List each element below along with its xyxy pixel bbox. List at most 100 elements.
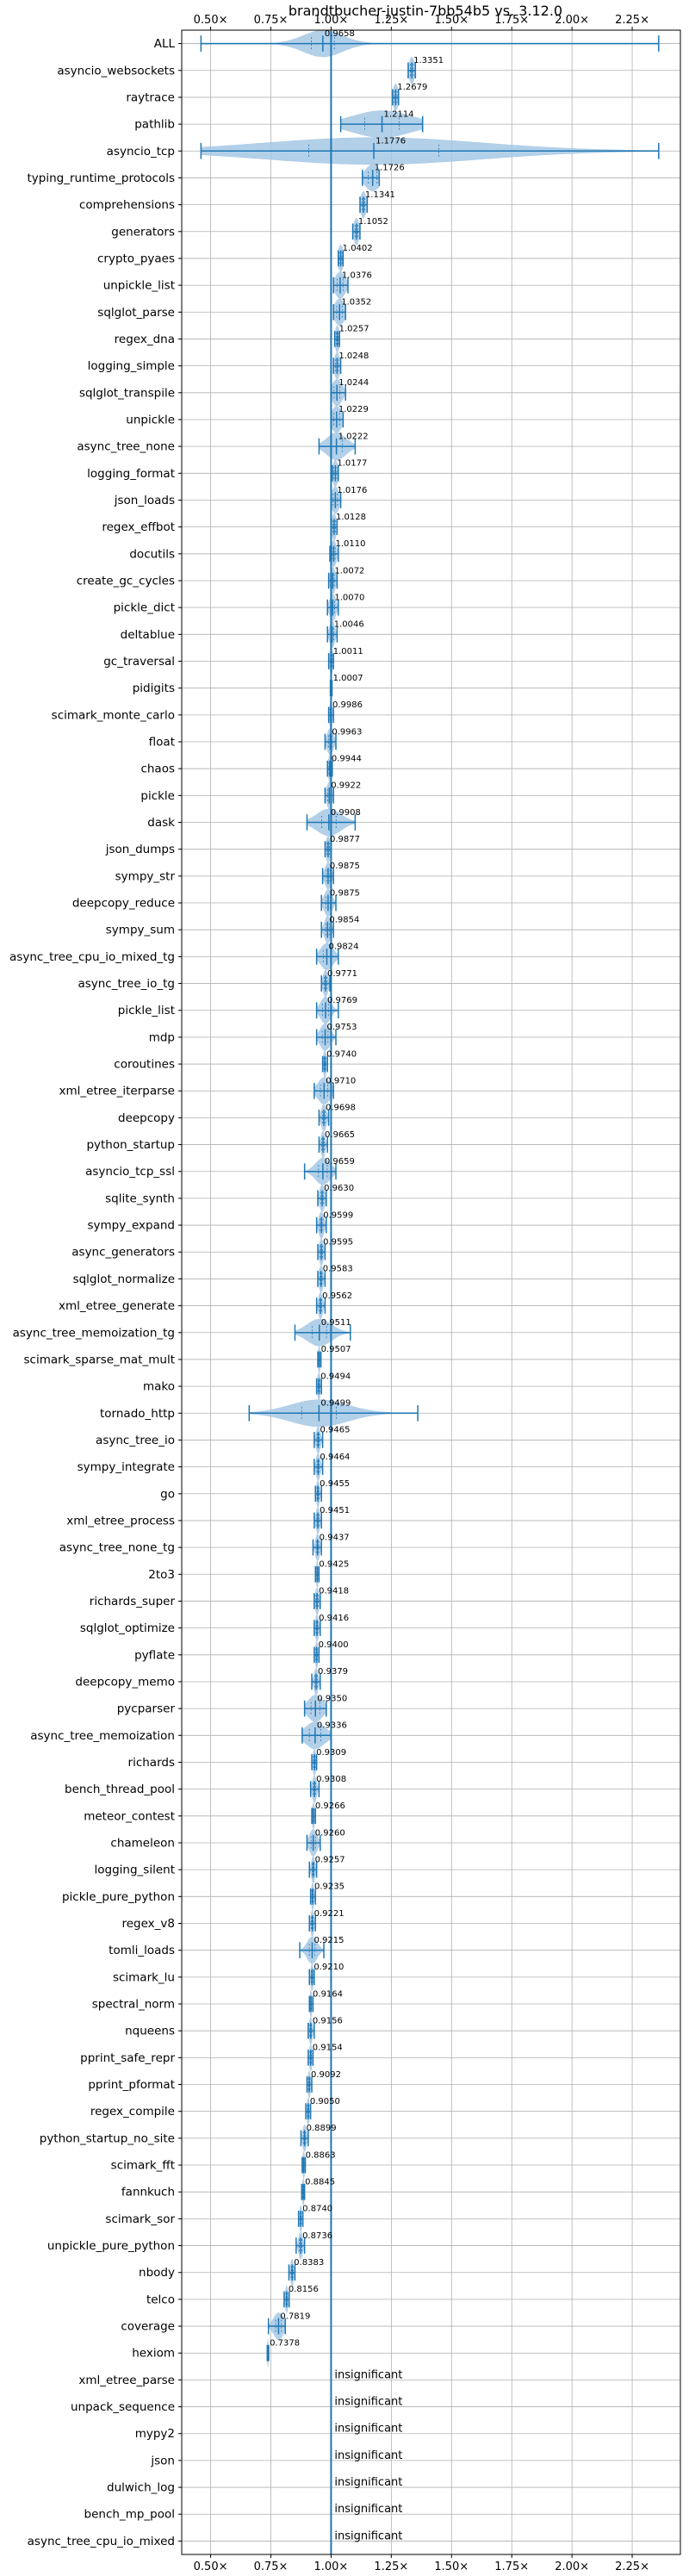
value-label: 0.9336	[317, 1721, 347, 1731]
row-label: mypy2	[135, 2427, 175, 2441]
value-label: 0.9944	[332, 754, 362, 763]
row-label: scimark_sparse_mat_mult	[24, 1353, 175, 1366]
value-label: 0.9507	[321, 1345, 351, 1354]
x-tick-label-top: 2.00×	[555, 14, 589, 27]
value-label: 1.1776	[376, 137, 406, 146]
row-label: sympy_sum	[106, 924, 175, 937]
value-label: 0.9221	[314, 1909, 344, 1919]
row-label: logging_simple	[88, 359, 175, 373]
value-label: 1.0352	[341, 298, 371, 308]
row-label: scimark_sor	[105, 2212, 175, 2226]
x-tick-label-bottom: 1.75×	[494, 2560, 529, 2573]
row-label: meteor_contest	[84, 1809, 175, 1823]
insignificant-label: insignificant	[334, 2368, 402, 2381]
value-label: 1.0110	[335, 539, 365, 549]
row-label: xml_etree_parse	[78, 2374, 175, 2387]
value-label: 0.7378	[270, 2338, 300, 2348]
row-label: typing_runtime_protocols	[28, 171, 176, 185]
row-label: xml_etree_iterparse	[59, 1085, 176, 1098]
row-label: pickle_list	[118, 1004, 175, 1017]
row-label: gc_traversal	[103, 655, 175, 669]
row-label: fannkuch	[121, 2186, 175, 2200]
x-tick-label-top: 1.75×	[494, 14, 529, 27]
value-label: 0.9379	[318, 1667, 348, 1677]
value-label: 0.8736	[302, 2231, 332, 2241]
row-label: asyncio_websockets	[57, 64, 175, 78]
value-label: 1.0402	[343, 244, 373, 253]
value-label: 0.9986	[332, 700, 363, 710]
row-label: deepcopy_memo	[75, 1675, 175, 1689]
x-tick-label-top: 0.75×	[254, 14, 289, 27]
value-label: 1.0376	[342, 271, 372, 280]
row-label: unpack_sequence	[71, 2400, 175, 2414]
value-label: 0.9599	[323, 1210, 353, 1220]
insignificant-label: insignificant	[334, 2423, 402, 2436]
row-label: raytrace	[126, 90, 175, 104]
row-label: regex_effbot	[102, 520, 175, 534]
row-label: python_startup	[86, 1138, 175, 1152]
row-label: dask	[147, 816, 175, 830]
row-label: pprint_safe_repr	[80, 2051, 175, 2065]
row-label: unpickle_pure_python	[47, 2239, 175, 2253]
value-label: 1.1341	[365, 190, 395, 200]
row-label: regex_v8	[121, 1917, 175, 1931]
row-label: pyflate	[134, 1648, 175, 1662]
row-label: nqueens	[125, 2025, 175, 2038]
value-label: 1.2114	[384, 109, 414, 119]
row-label: logging_format	[87, 467, 175, 481]
value-label: 0.9050	[310, 2097, 340, 2106]
row-label: scimark_fft	[111, 2159, 175, 2173]
value-label: 1.0177	[337, 459, 367, 469]
labels-layer: 0.50× 0.50× 0.75× 0.75× 1.00× 1.00× 1.25× 1.25×…	[9, 14, 649, 2573]
row-label: ALL	[154, 37, 176, 51]
value-label: 0.9400	[319, 1640, 349, 1650]
grid-layer	[178, 27, 680, 2558]
value-label: 0.9963	[332, 727, 362, 737]
row-label: coverage	[121, 2320, 175, 2334]
value-label: 0.9908	[331, 808, 361, 818]
value-label: 0.9260	[315, 1828, 345, 1838]
value-label: 0.9455	[320, 1479, 350, 1489]
insignificant-label: insignificant	[334, 2449, 402, 2462]
value-label: 0.9740	[326, 1049, 357, 1059]
row-label: pidigits	[133, 681, 175, 695]
value-label: 0.9154	[313, 2044, 343, 2053]
value-label: 0.9511	[321, 1318, 351, 1328]
row-label: asyncio_tcp_ssl	[85, 1165, 175, 1179]
row-label: pickle_pure_python	[62, 1890, 175, 1904]
value-label: 0.9630	[324, 1184, 354, 1193]
value-label: 0.9877	[330, 835, 360, 844]
value-label: 0.9465	[320, 1426, 350, 1435]
row-label: async_tree_memoization_tg	[13, 1326, 175, 1340]
value-label: 0.9753	[327, 1023, 357, 1032]
row-label: async_tree_none	[77, 440, 175, 454]
insignificant-label: insignificant	[334, 2529, 402, 2542]
value-label: 1.0176	[337, 486, 367, 495]
value-label: 0.8740	[302, 2205, 332, 2214]
row-label: async_generators	[71, 1246, 175, 1260]
value-label: 0.9235	[314, 1882, 344, 1892]
x-tick-label-top: 1.00×	[313, 14, 348, 27]
x-tick-label-bottom: 1.50×	[434, 2560, 469, 2573]
row-label: mako	[143, 1380, 175, 1394]
row-label: async_tree_cpu_io_mixed_tg	[9, 950, 175, 964]
row-label: nbody	[139, 2266, 175, 2280]
row-label: xml_etree_generate	[59, 1299, 175, 1313]
x-tick-label-bottom: 2.25×	[615, 2560, 649, 2573]
chart-title: brandtbucher-justin-7bb54b5 vs. 3.12.0	[289, 3, 562, 19]
insignificant-label: insignificant	[334, 2503, 402, 2516]
value-label: 0.9771	[327, 969, 357, 979]
row-label: regex_compile	[90, 2105, 175, 2119]
plot-frame	[181, 29, 681, 2555]
value-label: 0.9215	[313, 1936, 344, 1945]
value-label: 0.9665	[325, 1130, 355, 1140]
value-label: 0.9437	[320, 1533, 350, 1542]
row-label: async_tree_none_tg	[59, 1541, 175, 1555]
row-label: deltablue	[121, 628, 175, 642]
row-label: richards_super	[90, 1595, 176, 1608]
row-label: dulwich_log	[107, 2481, 175, 2495]
value-label: 1.0229	[338, 405, 369, 414]
row-label: create_gc_cycles	[77, 574, 175, 588]
value-label: 0.9875	[330, 862, 360, 871]
